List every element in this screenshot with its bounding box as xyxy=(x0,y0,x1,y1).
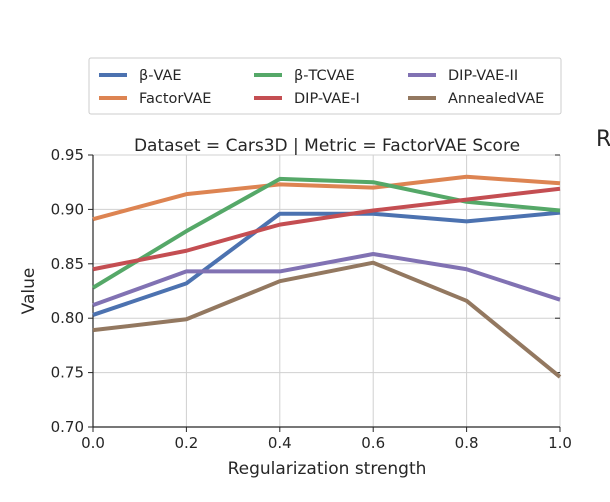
series-line-tcvae xyxy=(91,176,561,290)
legend-label-dip-vae-ii: DIP-VAE-II xyxy=(448,68,518,84)
series-line-factorvae xyxy=(92,174,561,222)
tick-labels: 0.0 0.2 0.4 0.6 0.8 1.0 0.70 0.75 0.80 0.85 0.90 0.… xyxy=(51,146,572,452)
chart-title: Dataset = Cars3D | Metric = FactorVAE Sc… xyxy=(134,136,520,156)
series-line-dip-vae-ii xyxy=(92,252,561,308)
legend-label-dip-vae-i: DIP-VAE-I xyxy=(294,91,360,107)
legend-label-factorvae: FactorVAE xyxy=(139,91,211,107)
y-axis-label: Value xyxy=(19,268,39,315)
x-tick-label: 0.0 xyxy=(81,434,105,452)
y-tick-label: 0.70 xyxy=(51,418,84,436)
x-tick-label: 0.6 xyxy=(361,434,385,452)
series-lines xyxy=(91,174,562,379)
y-tick-label: 0.90 xyxy=(51,200,84,218)
legend-label-annealedvae: AnnealedVAE xyxy=(448,91,544,107)
y-tick-label: 0.80 xyxy=(51,309,84,327)
axes xyxy=(88,154,561,432)
x-tick-label: 1.0 xyxy=(548,434,572,452)
y-tick-label: 0.85 xyxy=(51,255,84,273)
legend-label-tcvae: β-TCVAE xyxy=(294,68,355,84)
x-tick-label: 0.8 xyxy=(455,434,479,452)
series-line-dip-vae-i xyxy=(92,186,561,272)
legend: β-VAE FactorVAE β-TCVAE DIP-VAE-I DIP-VAE-II… xyxy=(88,57,562,115)
series-line-vae xyxy=(92,210,561,317)
x-tick-label: 0.2 xyxy=(174,434,198,452)
x-tick-label: 0.4 xyxy=(268,434,292,452)
x-axis-label: Regularization strength xyxy=(228,459,427,479)
y-tick-label: 0.75 xyxy=(51,364,84,382)
series-line-annealedvae xyxy=(92,260,562,379)
y-tick-label: 0.95 xyxy=(51,146,84,164)
clipped-title-text: R xyxy=(596,127,610,152)
legend-frame xyxy=(88,57,562,115)
legend-label-vae: β-VAE xyxy=(139,68,182,84)
